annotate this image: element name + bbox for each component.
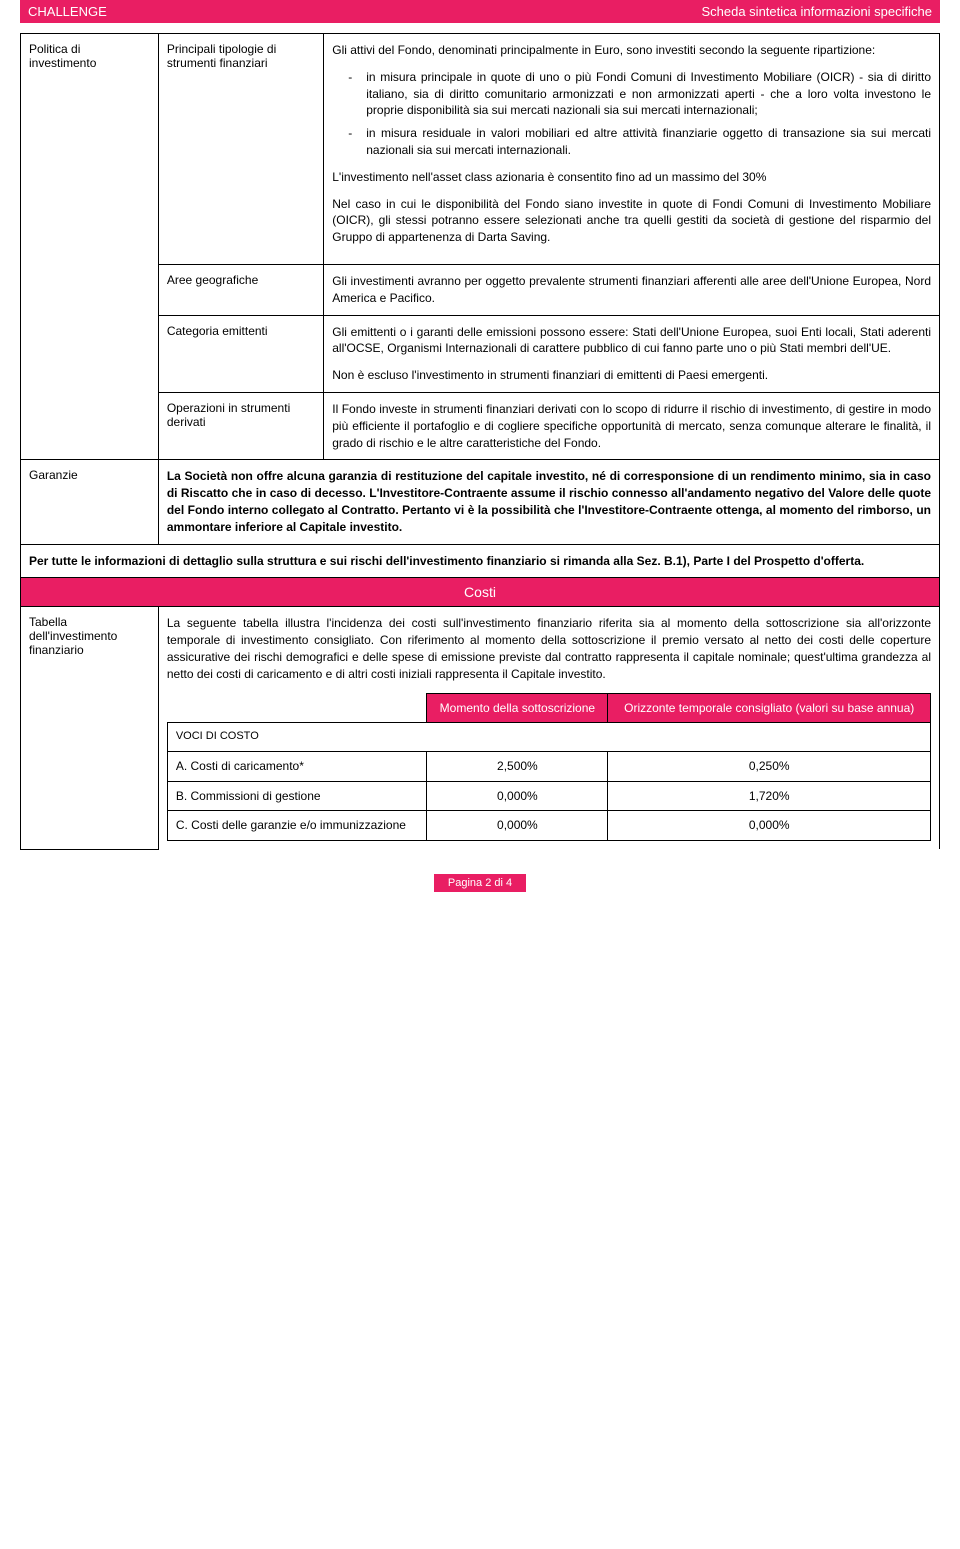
row-operazioni: Operazioni in strumenti derivati Il Fond… [21, 392, 940, 459]
cost-a-v1: 2,500% [427, 751, 608, 781]
main-table: Politica di investimento Principali tipo… [20, 33, 940, 850]
garanzie-label: Garanzie [29, 468, 78, 482]
tabella-intro: La seguente tabella illustra l'incidenza… [167, 615, 931, 682]
cost-table-blank [167, 693, 427, 723]
footer-page: Pagina 2 di 4 [434, 874, 526, 892]
operazioni-label: Operazioni in strumenti derivati [167, 401, 290, 429]
cost-a-v2: 0,250% [608, 751, 931, 781]
cell-garanzie-label: Garanzie [21, 460, 159, 544]
principali-label: Principali tipologie di strumenti finanz… [167, 42, 276, 70]
cost-table: Momento della sottoscrizione Orizzonte t… [167, 693, 931, 842]
costi-header: Costi [21, 578, 939, 606]
cost-b-v1: 0,000% [427, 781, 608, 811]
cost-table-header-row: Momento della sottoscrizione Orizzonte t… [167, 693, 930, 723]
cell-categoria-content: Gli emittenti o i garanti delle emission… [324, 315, 940, 392]
cell-garanzie-content: La Società non offre alcuna garanzia di … [158, 460, 939, 544]
cell-categoria-label: Categoria emittenti [158, 315, 323, 392]
aree-text: Gli investimenti avranno per oggetto pre… [332, 273, 931, 307]
cost-row-a: A. Costi di caricamento* 2,500% 0,250% [167, 751, 930, 781]
cost-a-label: A. Costi di caricamento* [167, 751, 427, 781]
cost-th1: Momento della sottoscrizione [427, 693, 608, 723]
cell-operazioni-label: Operazioni in strumenti derivati [158, 392, 323, 459]
principali-bullet2: in misura residuale in valori mobiliari … [348, 125, 931, 159]
principali-intro: Gli attivi del Fondo, denominati princip… [332, 42, 931, 59]
cell-tabella-label: Tabella dell'investimento finanziario [21, 607, 159, 849]
referral-text: Per tutte le informazioni di dettaglio s… [29, 553, 931, 570]
tabella-label: Tabella dell'investimento finanziario [29, 615, 117, 657]
cell-politica-label: Politica di investimento [21, 34, 159, 460]
politica-label: Politica di investimento [29, 42, 96, 70]
cost-b-v2: 1,720% [608, 781, 931, 811]
categoria-p2: Non è escluso l'investimento in strument… [332, 367, 931, 384]
cell-tabella-content: La seguente tabella illustra l'incidenza… [158, 607, 939, 849]
categoria-label: Categoria emittenti [167, 324, 268, 338]
principali-bullet1: in misura principale in quote di uno o p… [348, 69, 931, 119]
cell-aree-content: Gli investimenti avranno per oggetto pre… [324, 264, 940, 315]
header-left: CHALLENGE [28, 4, 107, 19]
cost-voci: VOCI DI COSTO [167, 723, 930, 751]
cell-costi-header: Costi [21, 578, 940, 607]
cell-operazioni-content: Il Fondo investe in strumenti finanziari… [324, 392, 940, 459]
row-costi-header: Costi [21, 578, 940, 607]
header-right: Scheda sintetica informazioni specifiche [701, 4, 932, 19]
aree-label: Aree geografiche [167, 273, 258, 287]
operazioni-text: Il Fondo investe in strumenti finanziari… [332, 401, 931, 451]
row-categoria: Categoria emittenti Gli emittenti o i ga… [21, 315, 940, 392]
cost-th2: Orizzonte temporale consigliato (valori … [608, 693, 931, 723]
header-bar: CHALLENGE Scheda sintetica informazioni … [20, 0, 940, 23]
principali-p2: Nel caso in cui le disponibilità del Fon… [332, 196, 931, 246]
garanzie-text: La Società non offre alcuna garanzia di … [167, 468, 931, 535]
footer: Pagina 2 di 4 [20, 874, 940, 892]
principali-list: in misura principale in quote di uno o p… [332, 69, 931, 159]
cell-referral: Per tutte le informazioni di dettaglio s… [21, 544, 940, 578]
cost-voci-row: VOCI DI COSTO [167, 723, 930, 751]
cost-c-label: C. Costi delle garanzie e/o immunizzazio… [167, 811, 427, 841]
row-principali: Politica di investimento Principali tipo… [21, 34, 940, 265]
cost-c-v2: 0,000% [608, 811, 931, 841]
principali-p1: L'investimento nell'asset class azionari… [332, 169, 931, 186]
categoria-p1: Gli emittenti o i garanti delle emission… [332, 324, 931, 358]
row-tabella: Tabella dell'investimento finanziario La… [21, 607, 940, 849]
cost-c-v1: 0,000% [427, 811, 608, 841]
cell-principali-label: Principali tipologie di strumenti finanz… [158, 34, 323, 265]
cost-row-c: C. Costi delle garanzie e/o immunizzazio… [167, 811, 930, 841]
row-aree: Aree geografiche Gli investimenti avrann… [21, 264, 940, 315]
cost-row-b: B. Commissioni di gestione 0,000% 1,720% [167, 781, 930, 811]
cell-aree-label: Aree geografiche [158, 264, 323, 315]
cell-principali-content: Gli attivi del Fondo, denominati princip… [324, 34, 940, 265]
cost-b-label: B. Commissioni di gestione [167, 781, 427, 811]
row-referral: Per tutte le informazioni di dettaglio s… [21, 544, 940, 578]
row-garanzie: Garanzie La Società non offre alcuna gar… [21, 460, 940, 544]
